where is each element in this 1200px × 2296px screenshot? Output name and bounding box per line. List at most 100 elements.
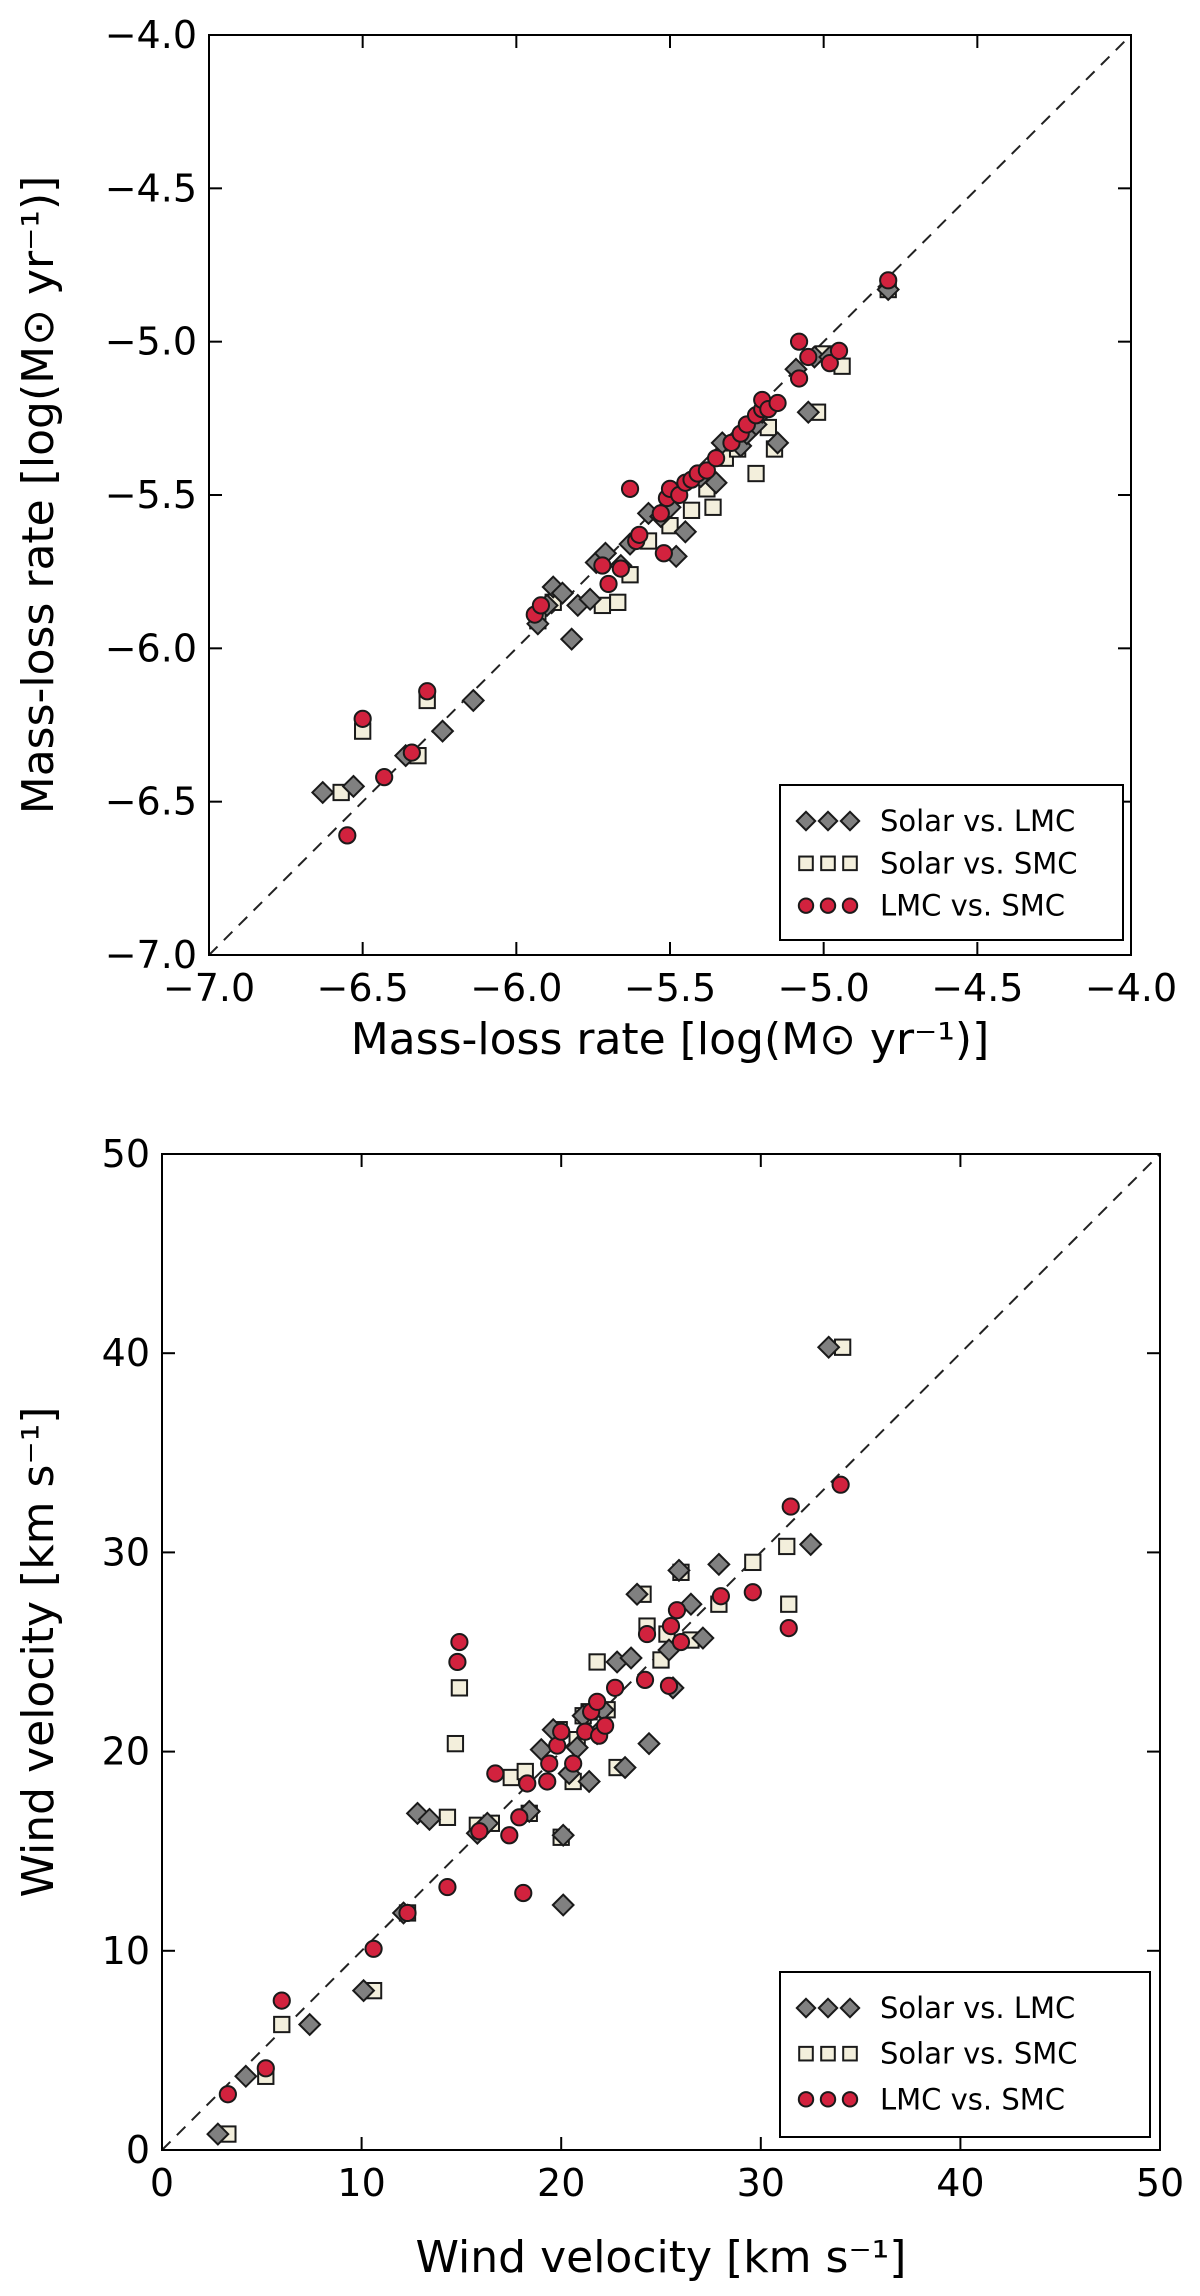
data-point: [816, 1335, 841, 1359]
x-tick-label: 0: [150, 2161, 174, 2205]
data-point: [654, 544, 673, 563]
data-point: [500, 1826, 519, 1845]
legend-marker: [842, 855, 858, 872]
data-point: [577, 1769, 601, 1794]
y-tick-label: −4.0: [105, 13, 197, 57]
legend-marker: [795, 810, 817, 832]
data-point: [637, 1731, 661, 1756]
data-point: [448, 1652, 467, 1672]
data-point: [438, 1877, 457, 1897]
data-point: [667, 1601, 687, 1620]
data-point: [637, 1624, 657, 1644]
data-point: [611, 559, 630, 578]
data-point: [605, 1678, 625, 1697]
legend-marker: [817, 810, 839, 832]
legend-label: LMC vs. SMC: [880, 2082, 1065, 2116]
data-point: [564, 1754, 583, 1773]
x-tick-label: 50: [1136, 2161, 1184, 2205]
data-point: [820, 354, 839, 373]
y-tick-label: −5.0: [105, 320, 197, 364]
y-tick-label: −6.5: [105, 780, 197, 824]
data-point: [779, 1618, 798, 1638]
y-tick-label: 0: [126, 2128, 150, 2172]
legend-marker: [819, 2091, 837, 2108]
legend-marker: [797, 2091, 815, 2108]
x-tick-label: 40: [936, 2161, 984, 2205]
data-point: [796, 400, 821, 424]
y-tick-label: 50: [102, 1132, 150, 1176]
legend: Solar vs. LMC Solar vs. SMC LMC vs. SMC: [779, 784, 1124, 941]
x-tick-label: −5.0: [778, 966, 870, 1010]
data-point: [353, 709, 372, 728]
data-point: [711, 1587, 730, 1606]
data-point: [578, 587, 602, 612]
data-point: [588, 1653, 606, 1671]
x-tick-label: 30: [737, 2161, 785, 2205]
data-point: [682, 501, 701, 519]
data-point: [829, 341, 849, 360]
data-point: [310, 780, 335, 805]
data-point: [691, 1626, 715, 1650]
data-point: [671, 1632, 691, 1652]
legend-marker: [795, 1997, 817, 2019]
data-point: [461, 688, 486, 713]
legend-marker: [819, 897, 837, 914]
legend-label: Solar vs. SMC: [880, 2037, 1078, 2071]
y-tick-label: 20: [102, 1730, 150, 1774]
legend-marker: [820, 2045, 836, 2062]
legend-marker: [817, 1997, 839, 2019]
y-tick-label: −6.0: [105, 626, 197, 670]
legend: Solar vs. LMC Solar vs. SMC LMC vs. SMC: [779, 1971, 1151, 2138]
x-tick-label: 20: [537, 2161, 585, 2205]
data-point: [272, 1991, 291, 2010]
data-point: [417, 1807, 442, 1832]
data-point: [398, 1903, 417, 1923]
y-tick-label: −5.5: [105, 473, 197, 517]
data-point: [667, 1558, 691, 1583]
data-point: [609, 593, 627, 611]
data-point: [514, 1883, 533, 1903]
data-point: [538, 1772, 557, 1791]
data-point: [599, 574, 618, 594]
y-tick-label: −4.5: [105, 166, 197, 210]
data-point: [402, 743, 421, 762]
data-point: [518, 1774, 537, 1793]
data-point: [218, 2085, 237, 2104]
data-point: [273, 2015, 291, 2034]
data-point: [744, 1553, 762, 1572]
data-point: [552, 1722, 571, 1741]
data-point: [364, 1939, 383, 1958]
y-tick-label: 30: [102, 1530, 150, 1574]
legend-marker: [798, 2045, 814, 2062]
data-point: [588, 1692, 607, 1711]
data-point: [559, 627, 584, 651]
data-point: [256, 2059, 275, 2078]
data-point: [593, 556, 612, 575]
data-point: [206, 2122, 230, 2146]
x-tick-label: −6.0: [470, 966, 562, 1010]
data-point: [551, 1823, 575, 1848]
chart-panel-bottom: 0 10 20 30 40 50 0 10 20 30 40 50 Wind velocity [km …: [13, 1132, 1184, 2283]
legend-label: Solar vs. LMC: [880, 804, 1075, 838]
x-axis-title: Mass-loss rate [log(M⊙ yr⁻¹)]: [351, 1014, 990, 1065]
data-point: [341, 774, 366, 799]
x-tick-label: −4.0: [1085, 966, 1177, 1010]
data-point: [338, 826, 357, 845]
series-diamond: [206, 1335, 841, 2146]
data-point: [831, 1475, 850, 1494]
legend-label: Solar vs. LMC: [880, 1991, 1075, 2025]
data-point: [781, 1497, 800, 1516]
data-point: [418, 682, 437, 701]
data-point: [625, 1582, 649, 1606]
y-axis-title: Wind velocity [km s⁻¹]: [13, 1407, 64, 1898]
legend-box: [779, 1971, 1151, 2138]
data-point: [486, 1764, 505, 1783]
data-point: [531, 596, 551, 615]
data-point: [704, 498, 722, 516]
data-point: [673, 520, 698, 544]
x-tick-label: −7.0: [163, 966, 255, 1010]
legend-marker: [798, 855, 814, 872]
data-point: [234, 2064, 258, 2089]
data-point: [743, 1583, 762, 1602]
